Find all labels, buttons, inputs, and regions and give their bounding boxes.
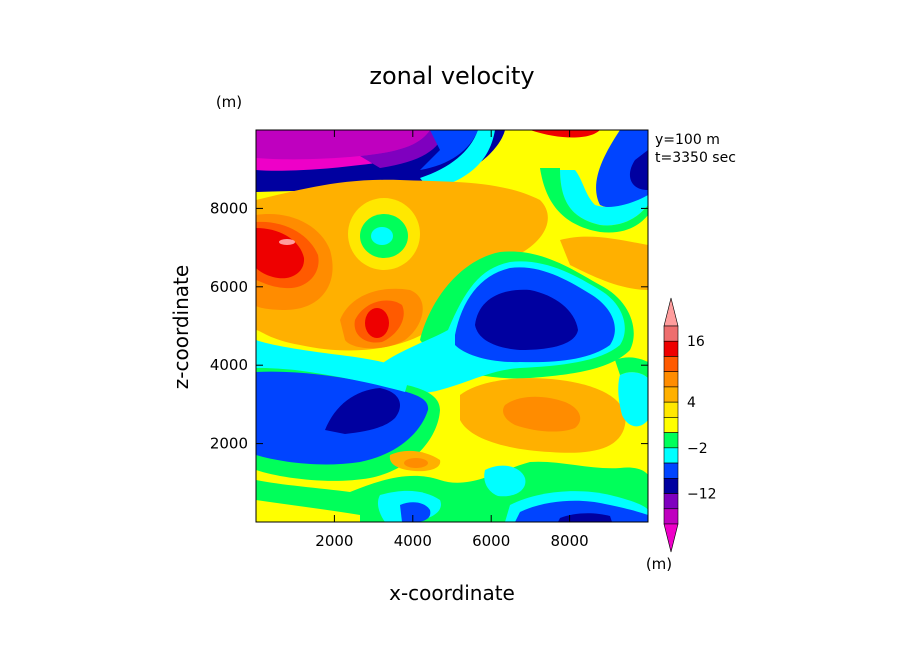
colorbar-bin	[663, 478, 679, 494]
y-axis-ticks: 2000 4000 6000 8000	[210, 199, 648, 453]
x-tick-label: 4000	[394, 532, 432, 550]
colorbar: 16 4 −2 −12	[663, 297, 717, 553]
colorbar-tick-label: −12	[687, 487, 717, 503]
colorbar-bin	[663, 325, 679, 342]
colorbar-bin	[663, 356, 679, 372]
contour-band-cyan-bottom-mid	[484, 465, 526, 497]
colorbar-bin	[663, 462, 679, 479]
colorbar-bin	[663, 508, 679, 525]
y-tick-label: 4000	[210, 356, 248, 374]
contour-band-cyan-right-edge	[618, 372, 648, 427]
x-tick-label: 8000	[551, 532, 589, 550]
contour-band-deep-blue-right	[629, 150, 648, 190]
annotation-time: t=3350 sec	[655, 150, 736, 166]
contour-band-cyan-right	[560, 170, 648, 226]
colorbar-tick-label: 4	[687, 395, 696, 411]
colorbar-bin	[663, 447, 679, 464]
plot-frame	[255, 129, 649, 523]
x-axis-ticks: 2000 4000 6000 8000	[315, 130, 589, 550]
contour-band-red-top	[530, 130, 600, 138]
y-axis-unit: (m)	[216, 93, 242, 111]
colorbar-bin	[663, 401, 679, 418]
colorbar-bin	[663, 493, 679, 510]
contour-band-deep-blue-lower-left	[325, 388, 400, 434]
contour-band-deep-blue-bottom-right	[558, 513, 612, 522]
contour-band-cyan	[420, 130, 495, 190]
contour-band-blue-right	[596, 130, 648, 208]
contour-band-blue-bottom	[400, 502, 431, 522]
y-tick-label: 6000	[210, 278, 248, 296]
colorbar-bin	[663, 371, 679, 388]
x-axis-label: x-coordinate	[389, 581, 515, 605]
contour-band-dark-orange-lower-right	[503, 396, 581, 432]
contour-band-blue	[420, 130, 478, 170]
x-axis-unit: (m)	[646, 555, 672, 573]
colorbar-bin	[663, 297, 679, 327]
contour-band-cyan-lower-left	[256, 340, 410, 392]
colorbar-bin	[663, 432, 679, 449]
colorbar-tick-label: 16	[687, 334, 705, 350]
contour-band-pink-left	[279, 239, 295, 245]
y-tick-label: 2000	[210, 435, 248, 453]
colorbar-bin	[663, 417, 679, 433]
contour-band-cyan-ring	[371, 227, 393, 245]
annotation-y-position: y=100 m	[655, 132, 720, 148]
colorbar-bin	[663, 340, 679, 357]
chart-title: zonal velocity	[369, 62, 534, 90]
contour-band-green-right	[540, 168, 648, 233]
colorbar-bin	[663, 523, 679, 553]
contour-band-dark-orange-bottom-small	[404, 458, 428, 468]
x-tick-label: 6000	[472, 532, 510, 550]
contour-band-red-center	[365, 308, 389, 338]
colorbar-bin	[663, 386, 679, 403]
contour-band-blue-bottom-right	[515, 500, 648, 522]
contour-band-purple	[256, 130, 430, 160]
contour-band-violet	[360, 130, 445, 168]
contour-field	[256, 130, 648, 522]
x-tick-label: 2000	[315, 532, 353, 550]
contour-band-orange-right	[560, 236, 648, 290]
y-tick-label: 8000	[210, 199, 248, 217]
colorbar-tick-label: −2	[687, 441, 708, 457]
contour-band-deep-blue-center	[475, 289, 578, 350]
y-axis-label: z-coordinate	[169, 265, 193, 389]
contour-band-green-right-edge	[615, 357, 648, 378]
